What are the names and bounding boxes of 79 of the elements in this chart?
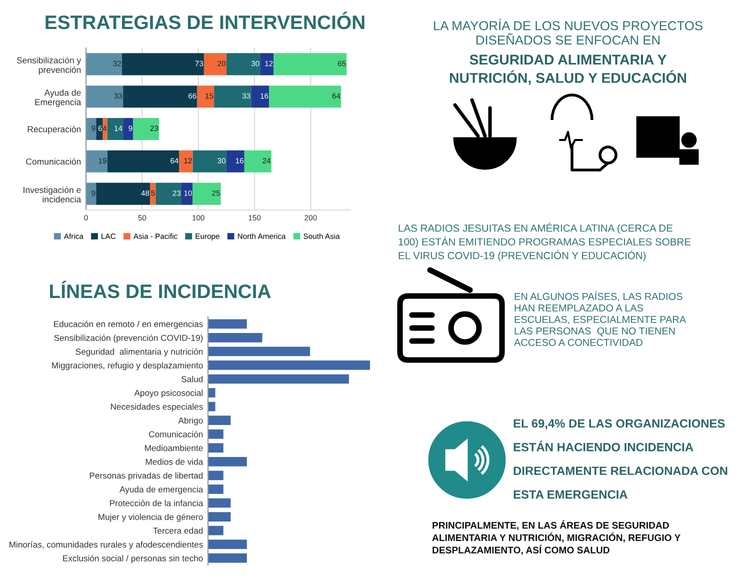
- bar: [192, 150, 226, 172]
- bar: [86, 86, 124, 108]
- y-tick-label: Apoyo psicosocial: [134, 390, 203, 398]
- y-tick-label: Educación en remoto / en emergencias: [54, 320, 203, 329]
- bar: [150, 182, 156, 205]
- y-tick-label: Medios de vida: [146, 458, 204, 465]
- text: EN ALGUNOS PAÍSES, LAS RADIOS HAN REEMPLAZADO A LAS ESCUELAS, ESPECIALMENTE PARA LAS PERSONAS QUE NO TIENEN ACCESO A CONECTIVIDAD: [514, 291, 686, 346]
- bar: [208, 416, 231, 426]
- y-tick-label: Seguridad alimentaria y nutrición: [76, 348, 203, 356]
- bar: [123, 118, 134, 140]
- y-tick-label: Minorías, comunidades rurales y afodescendientes: [10, 541, 203, 550]
- bar: [86, 53, 122, 76]
- y-tick-label: Tercera edad: [153, 527, 203, 534]
- bar: [208, 360, 370, 370]
- y-tick-label: Comunicación: [149, 430, 203, 438]
- bar: [208, 374, 349, 384]
- bar: [226, 53, 260, 76]
- y-tick-label: Investigación e incidencia: [24, 186, 82, 202]
- bar: [208, 388, 216, 398]
- bar: [208, 540, 247, 550]
- text: SEGURIDAD ALIMENTARIA Y NUTRICIÓN, SALUD Y EDUCACIÓN: [450, 54, 686, 86]
- y-tick-label: Salud: [182, 376, 203, 382]
- bar: [86, 118, 96, 140]
- chart-title: LÍNEAS DE INCIDENCIA: [50, 280, 271, 298]
- y-tick-label: Recuperación: [28, 126, 81, 134]
- bar: [133, 118, 160, 140]
- bar: [274, 53, 347, 76]
- y-tick-label: Miggraciones, refugio y desplazamiento: [52, 362, 203, 370]
- bar: [208, 498, 231, 508]
- y-tick-label: Protección de la infancia: [110, 500, 204, 506]
- bar: [226, 150, 244, 172]
- bar: [107, 118, 124, 140]
- bar: [208, 332, 262, 342]
- text: LA MAYORÍA DE LOS NUEVOS PROYECTOS DISEÑADOS SE ENFOCAN EN: [434, 18, 702, 45]
- bar: [208, 553, 247, 563]
- y-tick-label: Medioambiente: [144, 444, 203, 452]
- bar: [86, 182, 96, 205]
- bar: [208, 443, 224, 453]
- bar: [123, 86, 198, 108]
- bar: [122, 53, 204, 76]
- y-tick-label: Abrigo: [178, 417, 203, 426]
- y-tick-label: Sensibilización (prevención COVID-19): [54, 334, 203, 343]
- bar: [208, 456, 247, 466]
- bar: [96, 182, 150, 205]
- y-tick-label: Necesidades especiales: [110, 403, 203, 412]
- text: EL 69,4% DE LAS ORGANIZACIONES ESTÁN HACIENDO INCIDENCIA DIRECTAMENTE RELACIONADA CON ESTA EMERGENCIA: [514, 419, 728, 499]
- bar: [156, 182, 182, 205]
- bar: [192, 182, 221, 205]
- bar: [208, 470, 224, 480]
- bar: [208, 319, 247, 329]
- bar: [197, 86, 214, 108]
- y-tick-label: Exclusión social / personas sin techo: [63, 554, 203, 564]
- y-tick-label: Sensibilización y prevención: [16, 56, 82, 75]
- text: LAS RADIOS JESUITAS EN AMÉRICA LATINA (CERCA DE 100) ESTÁN EMITIENDO PROGRAMAS ESPECIALES SOBRE EL VIRUS COVID-19 (PREVENCIÓN Y EDUCACIÓN): [398, 222, 691, 262]
- bar: [107, 150, 180, 172]
- y-tick-label: Ayuda de Emergencia: [35, 89, 82, 107]
- bar: [208, 484, 224, 494]
- bar: [269, 86, 342, 108]
- y-tick-label: Ayuda de emergencia: [120, 486, 204, 494]
- bar: [244, 150, 272, 172]
- bar: [181, 182, 193, 205]
- bar: [179, 150, 193, 172]
- y-tick-label: Personas privadas de libertad: [90, 472, 203, 480]
- bar: [260, 53, 274, 76]
- bar: [208, 526, 224, 536]
- bar: [204, 53, 226, 76]
- bar: [208, 346, 310, 356]
- bar: [251, 86, 270, 108]
- y-tick-label: Comunicación: [26, 158, 81, 165]
- bar: [96, 118, 103, 140]
- text: PRINCIPALMENTE, EN LAS ÁREAS DE SEGURIDAD ALIMENTARIA Y NUTRICIÓN, MIGRACIÓN, REFUGIO Y DESPLAZAMIENTO, ASÍ COMO SALUD: [432, 520, 681, 555]
- bar: [102, 118, 108, 140]
- bar: [214, 86, 252, 108]
- chart-title: ESTRATEGIAS DE INTERVENCIÓN: [46, 12, 364, 30]
- bar: [208, 402, 216, 412]
- bar: [208, 429, 224, 439]
- y-tick-label: Mujer y violencia de género: [98, 514, 203, 522]
- bar: [86, 150, 108, 172]
- bar: [208, 512, 231, 522]
